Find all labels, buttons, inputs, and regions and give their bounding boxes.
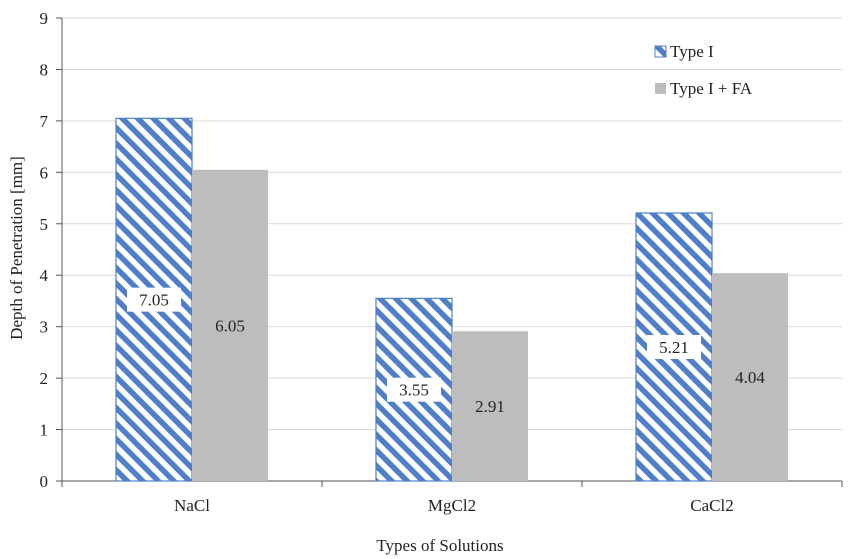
x-tick-label: CaCl2: [690, 496, 733, 515]
x-tick-label: MgCl2: [428, 496, 476, 515]
data-label: 4.04: [735, 368, 765, 387]
x-axis-title: Types of Solutions: [376, 536, 503, 555]
legend-swatch-type-i: [654, 45, 667, 58]
legend-swatch-type-i-fa: [655, 83, 666, 94]
y-tick-label: 1: [40, 421, 49, 440]
bar-type-i-fa: [712, 273, 788, 481]
data-label-bg: [647, 334, 701, 359]
y-tick-label: 0: [40, 472, 49, 491]
y-tick-label: 3: [40, 318, 49, 337]
data-label: 3.55: [399, 381, 429, 400]
legend-label-type-i: Type I: [670, 42, 714, 61]
data-label: 2.91: [475, 397, 505, 416]
y-tick-label: 7: [40, 112, 49, 131]
bar-type-i-fa: [192, 169, 268, 481]
x-tick-label: NaCl: [174, 496, 210, 515]
y-tick-label: 6: [40, 163, 49, 182]
y-tick-label: 9: [40, 9, 49, 28]
y-tick-label: 2: [40, 369, 49, 388]
y-tick-label: 4: [40, 266, 49, 285]
y-axis-title: Depth of Penetration [mm]: [7, 156, 26, 340]
legend-label-type-i-fa: Type I + FA: [670, 79, 753, 98]
data-labels: 7.05 6.05 3.55 2.91 5.21 4.04: [127, 287, 765, 416]
data-label-bg: [387, 377, 441, 402]
legend: Type I Type I + FA: [654, 42, 753, 98]
data-label: 7.05: [139, 291, 169, 310]
y-tick-label: 5: [40, 215, 49, 234]
data-label-bg: [127, 287, 181, 312]
data-label: 6.05: [215, 316, 245, 335]
data-label: 5.21: [659, 338, 689, 357]
y-tick-label: 8: [40, 60, 49, 79]
bar-type-i-fa: [452, 331, 528, 481]
